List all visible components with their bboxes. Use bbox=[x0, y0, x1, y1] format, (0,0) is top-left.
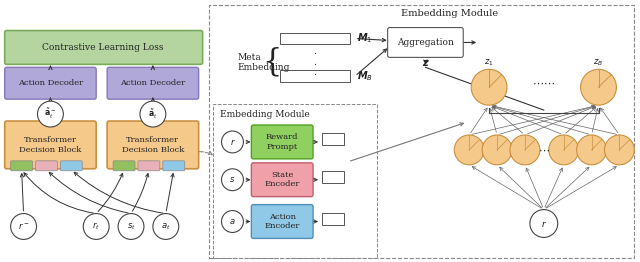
Text: Action Decoder: Action Decoder bbox=[120, 79, 186, 87]
Text: $\boldsymbol{M}_B$: $\boldsymbol{M}_B$ bbox=[357, 69, 373, 83]
FancyBboxPatch shape bbox=[252, 205, 313, 238]
FancyBboxPatch shape bbox=[113, 161, 135, 171]
Text: Transformer
Decision Block: Transformer Decision Block bbox=[19, 136, 82, 154]
FancyBboxPatch shape bbox=[388, 28, 463, 57]
Text: $\boldsymbol{z}$: $\boldsymbol{z}$ bbox=[422, 58, 429, 68]
Text: $r^-$: $r^-$ bbox=[18, 221, 29, 232]
Text: $\tilde{\mathbf{a}}_t^-$: $\tilde{\mathbf{a}}_t^-$ bbox=[44, 107, 56, 121]
Circle shape bbox=[83, 214, 109, 239]
Text: Contrastive Learning Loss: Contrastive Learning Loss bbox=[42, 43, 164, 52]
Text: $a_t$: $a_t$ bbox=[161, 221, 171, 232]
Text: Embedding Module: Embedding Module bbox=[401, 9, 498, 18]
FancyBboxPatch shape bbox=[4, 121, 96, 169]
Circle shape bbox=[221, 211, 243, 232]
Circle shape bbox=[548, 135, 579, 165]
Text: Action Decoder: Action Decoder bbox=[18, 79, 83, 87]
FancyBboxPatch shape bbox=[322, 171, 344, 183]
FancyBboxPatch shape bbox=[35, 161, 58, 171]
Text: $z_1$: $z_1$ bbox=[484, 57, 494, 68]
FancyBboxPatch shape bbox=[252, 163, 313, 197]
Circle shape bbox=[118, 214, 144, 239]
Circle shape bbox=[153, 214, 179, 239]
FancyBboxPatch shape bbox=[280, 32, 350, 45]
Text: $z_B$: $z_B$ bbox=[593, 57, 604, 68]
Text: $a$: $a$ bbox=[229, 217, 236, 226]
Text: $\cdots\cdots$: $\cdots\cdots$ bbox=[532, 77, 556, 87]
Text: $r$: $r$ bbox=[541, 219, 547, 228]
FancyBboxPatch shape bbox=[107, 121, 198, 169]
Text: $r$: $r$ bbox=[230, 137, 236, 147]
Text: $\tilde{\mathbf{a}}_t$: $\tilde{\mathbf{a}}_t$ bbox=[148, 107, 157, 121]
Text: Meta
Embedding: Meta Embedding bbox=[237, 53, 290, 72]
Text: Reward
Prompt: Reward Prompt bbox=[266, 133, 298, 151]
FancyBboxPatch shape bbox=[163, 161, 185, 171]
Circle shape bbox=[577, 135, 607, 165]
FancyBboxPatch shape bbox=[11, 161, 33, 171]
FancyBboxPatch shape bbox=[138, 161, 160, 171]
Circle shape bbox=[38, 101, 63, 127]
Text: Aggregation: Aggregation bbox=[397, 38, 454, 47]
Text: $r_t$: $r_t$ bbox=[92, 221, 100, 232]
Circle shape bbox=[482, 135, 512, 165]
Text: $\boldsymbol{M}_1$: $\boldsymbol{M}_1$ bbox=[357, 32, 372, 45]
Circle shape bbox=[580, 69, 616, 105]
FancyBboxPatch shape bbox=[322, 133, 344, 145]
Circle shape bbox=[471, 69, 507, 105]
Text: Transformer
Decision Block: Transformer Decision Block bbox=[122, 136, 184, 154]
Circle shape bbox=[454, 135, 484, 165]
Text: $s$: $s$ bbox=[229, 175, 236, 184]
Text: {: { bbox=[262, 47, 282, 78]
Circle shape bbox=[221, 131, 243, 153]
FancyBboxPatch shape bbox=[4, 67, 96, 99]
Text: $s_t$: $s_t$ bbox=[127, 221, 136, 232]
Circle shape bbox=[140, 101, 166, 127]
FancyBboxPatch shape bbox=[107, 67, 198, 99]
Circle shape bbox=[510, 135, 540, 165]
Text: State
Encoder: State Encoder bbox=[264, 171, 300, 188]
FancyBboxPatch shape bbox=[4, 31, 203, 64]
Text: .
.
.: . . . bbox=[314, 47, 317, 77]
Text: Action
Encoder: Action Encoder bbox=[264, 213, 300, 230]
Text: $\cdots$: $\cdots$ bbox=[538, 145, 550, 155]
Circle shape bbox=[605, 135, 634, 165]
FancyBboxPatch shape bbox=[252, 125, 313, 159]
FancyBboxPatch shape bbox=[60, 161, 83, 171]
FancyBboxPatch shape bbox=[322, 212, 344, 225]
Circle shape bbox=[221, 169, 243, 191]
FancyBboxPatch shape bbox=[280, 70, 350, 82]
Circle shape bbox=[530, 210, 557, 237]
Text: Embedding Module: Embedding Module bbox=[220, 110, 310, 119]
Circle shape bbox=[11, 214, 36, 239]
